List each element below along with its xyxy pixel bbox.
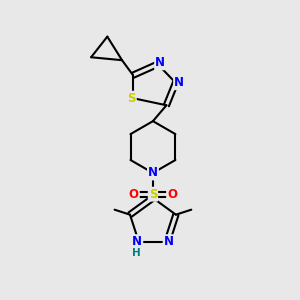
Text: H: H	[132, 248, 141, 258]
Text: N: N	[148, 167, 158, 179]
Text: S: S	[149, 188, 157, 201]
Text: N: N	[155, 56, 165, 69]
Text: N: N	[132, 235, 142, 248]
Text: S: S	[127, 92, 136, 105]
Text: O: O	[129, 188, 139, 201]
Text: N: N	[174, 76, 184, 89]
Text: N: N	[164, 235, 174, 248]
Text: O: O	[167, 188, 177, 201]
